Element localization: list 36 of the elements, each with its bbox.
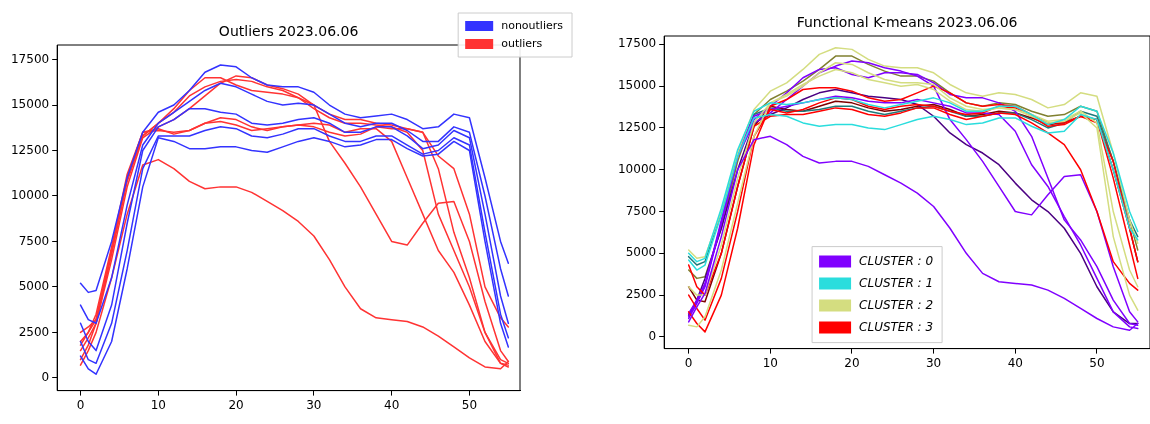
legend-label: nonoutliers	[501, 18, 564, 32]
legend-label: CLUSTER : 2	[859, 297, 934, 312]
y-tick-label: 17500	[10, 51, 50, 66]
x-tick-label: 20	[228, 397, 244, 412]
x-tick-label: 0	[76, 397, 85, 412]
y-tick-label: 15000	[617, 78, 657, 93]
x-tick-label: 10	[762, 355, 778, 370]
chart-title: Outliers 2023.06.06	[218, 22, 359, 39]
x-tick-label: 40	[1007, 355, 1023, 370]
y-tick-label: 15000	[10, 97, 50, 112]
y-tick-label: 12500	[617, 120, 657, 135]
y-tick-label: 10000	[617, 161, 657, 176]
y-tick-label: 17500	[617, 36, 657, 51]
y-tick-label: 7500	[18, 233, 50, 248]
x-tick-label: 30	[306, 397, 322, 412]
legend-label: CLUSTER : 3	[859, 319, 934, 334]
y-tick-label: 0	[648, 329, 657, 344]
y-tick-label: 12500	[10, 142, 50, 157]
x-tick-label: 50	[461, 397, 478, 412]
chart-title: Functional K-means 2023.06.06	[796, 13, 1018, 30]
y-tick-label: 2500	[18, 324, 50, 339]
x-tick-label: 20	[844, 355, 860, 370]
y-tick-label: 2500	[625, 287, 657, 302]
x-tick-label: 10	[150, 397, 166, 412]
legend-label: outliers	[501, 36, 543, 50]
y-tick-label: 7500	[625, 203, 657, 218]
legend-label: CLUSTER : 0	[859, 253, 934, 268]
x-tick-label: 0	[684, 355, 693, 370]
y-tick-label: 0	[41, 369, 50, 384]
legend-label: CLUSTER : 1	[859, 275, 934, 290]
x-tick-label: 50	[1089, 355, 1105, 370]
y-tick-label: 10000	[10, 188, 50, 203]
y-tick-label: 5000	[18, 279, 50, 294]
x-tick-label: 30	[925, 355, 942, 370]
x-tick-label: 40	[384, 397, 400, 412]
y-tick-label: 5000	[625, 245, 657, 260]
